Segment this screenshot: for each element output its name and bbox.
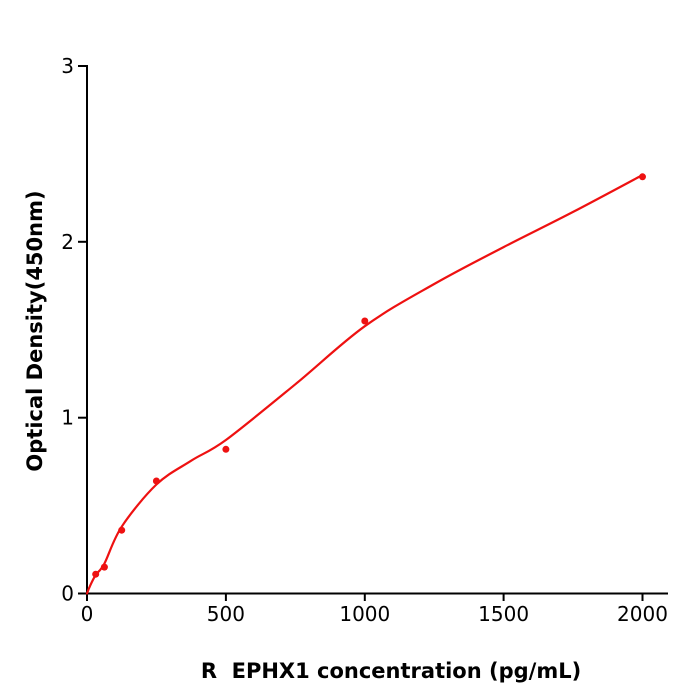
y-tick-label: 1: [61, 406, 74, 430]
data-point: [361, 317, 369, 325]
y-tick-label: 2: [61, 230, 74, 254]
y-axis-title: Optical Density(450nm): [23, 190, 47, 471]
data-point: [118, 526, 126, 534]
data-point: [639, 173, 646, 181]
axes: 0 500 1000 1500 2000 0 1 2 3: [61, 54, 668, 626]
x-tick-label: 1000: [339, 602, 390, 626]
x-tick-label: 500: [207, 602, 245, 626]
plot-area: [85, 173, 646, 595]
y-tick-label: 3: [61, 54, 74, 78]
x-tick-label: 2000: [617, 602, 668, 626]
fit-curve: [85, 173, 644, 595]
x-tick-label: 0: [81, 602, 94, 626]
x-tick-label: 1500: [478, 602, 529, 626]
x-axis-title: R EPHX1 concentration (pg/mL): [201, 659, 581, 683]
data-point: [100, 563, 108, 571]
data-point: [152, 477, 160, 485]
data-point: [222, 445, 230, 453]
y-tick-label: 0: [61, 582, 74, 606]
data-point: [92, 570, 100, 578]
